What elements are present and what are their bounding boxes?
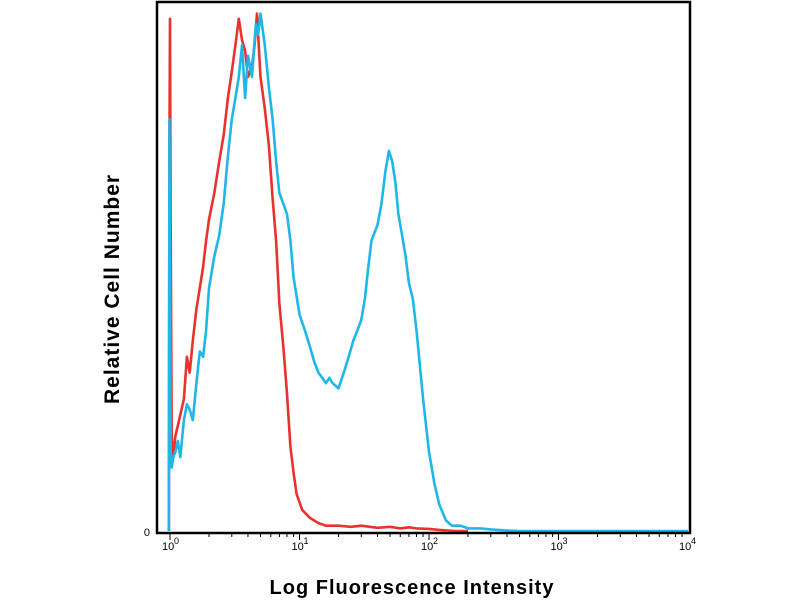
y-axis-title: Relative Cell Number [101, 174, 124, 404]
x-tick-label-2: 10 [421, 541, 433, 553]
x-tick-label-0: 10 [162, 541, 174, 553]
x-tick-exponent-4: 4 [691, 536, 696, 546]
x-tick-label-1: 10 [292, 541, 304, 553]
x-axis-title: Log Fluorescence Intensity [270, 577, 555, 599]
x-tick-exponent-0: 0 [174, 536, 179, 546]
x-axis-ticks: 10 0 10 1 10 2 10 3 10 4 [162, 533, 696, 553]
x-tick-exponent-1: 1 [304, 536, 309, 546]
y-tick-label-0: 0 [144, 527, 150, 539]
series-line-sample [167, 12, 688, 533]
series-line-control [167, 12, 468, 533]
x-tick-exponent-2: 2 [433, 536, 438, 546]
x-tick-label-3: 10 [551, 541, 563, 553]
x-tick-exponent-3: 3 [563, 536, 568, 546]
series-layer [167, 12, 688, 533]
x-tick-label-4: 10 [679, 541, 691, 553]
